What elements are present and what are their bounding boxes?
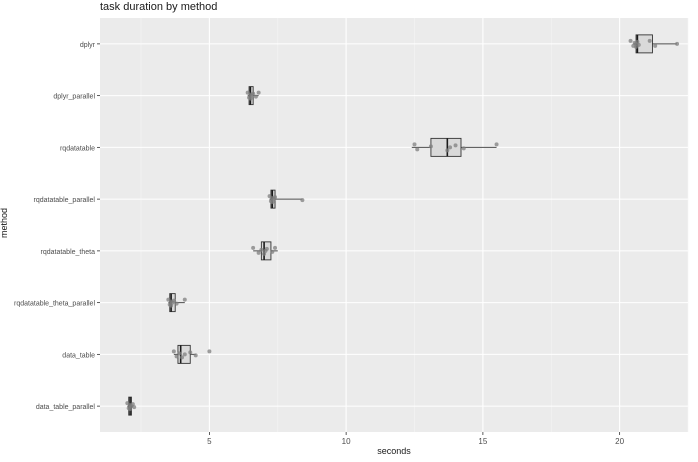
data-point	[188, 350, 193, 355]
plot-panel	[100, 18, 688, 432]
data-point	[636, 42, 641, 47]
y-tick-label: rqdatatable	[60, 145, 95, 152]
data-point	[494, 142, 499, 147]
x-tick-label: 5	[207, 437, 212, 446]
data-point	[270, 200, 275, 205]
data-point	[445, 148, 450, 153]
data-point	[125, 401, 130, 406]
data-point	[453, 143, 458, 148]
x-tick-label: 10	[342, 437, 351, 446]
y-tick-label: dplyr_parallel	[53, 94, 95, 101]
data-point	[653, 43, 658, 48]
data-point	[132, 405, 137, 410]
data-point	[412, 142, 417, 147]
data-point	[182, 297, 187, 302]
data-point	[428, 144, 433, 149]
data-point	[248, 96, 253, 101]
data-point	[264, 246, 269, 251]
data-point	[273, 195, 278, 200]
data-point	[207, 349, 212, 354]
data-point	[169, 303, 174, 308]
data-point	[180, 355, 185, 360]
y-tick-label: data_table_parallel	[36, 404, 96, 411]
data-point	[448, 145, 453, 150]
data-point	[300, 198, 305, 203]
data-point	[628, 38, 633, 43]
data-point	[634, 44, 639, 49]
box-rqdatatable	[430, 137, 462, 157]
data-point	[166, 297, 171, 302]
data-point	[270, 249, 275, 254]
data-point	[259, 247, 264, 252]
data-point	[253, 94, 258, 99]
data-point	[256, 250, 261, 255]
data-point	[251, 91, 256, 96]
y-tick-label: data_table	[62, 352, 95, 359]
data-point	[174, 354, 179, 359]
y-tick-label: dplyr	[80, 42, 96, 49]
data-point	[177, 351, 182, 356]
data-point	[461, 146, 466, 151]
y-tick-label: rqdatatable_theta	[41, 249, 96, 256]
data-point	[171, 349, 176, 354]
data-point	[267, 194, 272, 199]
data-point	[256, 90, 261, 95]
data-point	[273, 245, 278, 250]
data-point	[251, 245, 256, 250]
x-tick-label: 15	[478, 437, 487, 446]
data-point	[647, 38, 652, 43]
data-point	[635, 39, 640, 44]
data-point	[174, 301, 179, 306]
x-axis-label: seconds	[377, 446, 411, 456]
data-point	[675, 41, 680, 46]
data-point	[171, 298, 176, 303]
data-point	[193, 353, 198, 358]
data-point	[128, 407, 133, 412]
y-tick-label: rqdatatable_parallel	[34, 197, 96, 204]
data-point	[182, 352, 187, 357]
x-tick-label: 20	[615, 437, 624, 446]
data-point	[130, 402, 135, 407]
y-tick-label: rqdatatable_theta_parallel	[14, 301, 95, 308]
y-axis-label: method	[0, 207, 9, 239]
data-point	[262, 251, 267, 256]
chart-title: task duration by method	[100, 1, 218, 13]
data-point	[415, 147, 420, 152]
data-point	[245, 90, 250, 95]
